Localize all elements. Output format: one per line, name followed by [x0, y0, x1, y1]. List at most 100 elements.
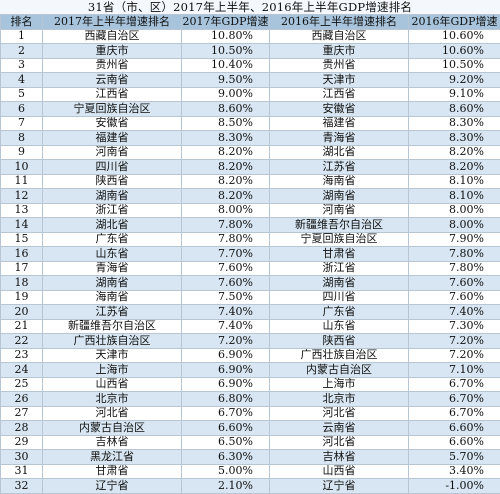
rank-cell: 20: [1, 305, 43, 320]
province-2016-cell: 河南省: [270, 203, 409, 218]
gdp-2017-cell: 8.20%: [182, 160, 270, 175]
gdp-2017-cell: 8.50%: [182, 116, 270, 131]
province-2016-cell: 山西省: [270, 464, 409, 479]
gdp-ranking-table: 排名 2017年上半年增速排名 2017年GDP增速 2016年上半年增速排名 …: [0, 14, 500, 494]
rank-cell: 14: [1, 218, 43, 233]
gdp-2016-cell: 6.60%: [409, 421, 500, 436]
rank-cell: 4: [1, 73, 43, 88]
rank-cell: 16: [1, 247, 43, 262]
province-2016-cell: 北京市: [270, 392, 409, 407]
gdp-2017-cell: 2.10%: [182, 479, 270, 494]
province-2017-cell: 福建省: [43, 131, 182, 146]
rank-cell: 3: [1, 58, 43, 73]
gdp-2017-cell: 8.20%: [182, 174, 270, 189]
province-2016-cell: 安徽省: [270, 102, 409, 117]
gdp-2016-cell: 8.30%: [409, 131, 500, 146]
gdp-2017-cell: 6.70%: [182, 406, 270, 421]
province-2017-cell: 黑龙江省: [43, 450, 182, 465]
gdp-2017-cell: 7.80%: [182, 218, 270, 233]
province-2017-cell: 内蒙古自治区: [43, 421, 182, 436]
gdp-2016-cell: 6.70%: [409, 377, 500, 392]
province-2016-cell: 天津市: [270, 73, 409, 88]
province-2017-cell: 四川省: [43, 160, 182, 175]
province-2016-cell: 浙江省: [270, 261, 409, 276]
gdp-2017-cell: 7.70%: [182, 247, 270, 262]
rank-cell: 11: [1, 174, 43, 189]
gdp-2016-cell: 7.20%: [409, 348, 500, 363]
gdp-2017-cell: 8.60%: [182, 102, 270, 117]
gdp-2016-cell: 7.60%: [409, 276, 500, 291]
gdp-2017-cell: 6.60%: [182, 421, 270, 436]
province-2017-cell: 湖南省: [43, 189, 182, 204]
rank-cell: 5: [1, 87, 43, 102]
gdp-2017-cell: 8.20%: [182, 189, 270, 204]
rank-cell: 15: [1, 232, 43, 247]
rank-cell: 31: [1, 464, 43, 479]
gdp-2017-cell: 7.40%: [182, 319, 270, 334]
province-2017-cell: 宁夏回族自治区: [43, 102, 182, 117]
gdp-2016-cell: 7.80%: [409, 261, 500, 276]
gdp-2016-cell: 10.60%: [409, 44, 500, 59]
gdp-2017-cell: 7.60%: [182, 261, 270, 276]
province-2016-cell: 福建省: [270, 116, 409, 131]
gdp-2017-cell: 6.90%: [182, 348, 270, 363]
province-2016-cell: 内蒙古自治区: [270, 363, 409, 378]
header-2017-ranking: 2017年上半年增速排名: [43, 15, 182, 30]
province-2016-cell: 江苏省: [270, 160, 409, 175]
gdp-2016-cell: 7.80%: [409, 247, 500, 262]
province-2017-cell: 贵州省: [43, 58, 182, 73]
gdp-2017-cell: 6.50%: [182, 435, 270, 450]
province-2017-cell: 北京市: [43, 392, 182, 407]
gdp-2016-cell: -1.00%: [409, 479, 500, 494]
rank-cell: 8: [1, 131, 43, 146]
province-2017-cell: 广西壮族自治区: [43, 334, 182, 349]
province-2016-cell: 湖南省: [270, 189, 409, 204]
table-title: 31省（市、区）2017年上半年、2016年上半年GDP增速排名: [0, 0, 500, 14]
rank-cell: 6: [1, 102, 43, 117]
rank-cell: 19: [1, 290, 43, 305]
gdp-2017-cell: 6.80%: [182, 392, 270, 407]
rank-cell: 29: [1, 435, 43, 450]
gdp-2017-cell: 6.30%: [182, 450, 270, 465]
rank-cell: 24: [1, 363, 43, 378]
province-2016-cell: 湖南省: [270, 276, 409, 291]
gdp-2016-cell: 8.20%: [409, 160, 500, 175]
rank-cell: 32: [1, 479, 43, 494]
province-2016-cell: 青海省: [270, 131, 409, 146]
spreadsheet: 31省（市、区）2017年上半年、2016年上半年GDP增速排名 排名 2017…: [0, 0, 500, 434]
province-2017-cell: 河南省: [43, 145, 182, 160]
gdp-2017-cell: 7.40%: [182, 305, 270, 320]
province-2016-cell: 西藏自治区: [270, 29, 409, 44]
province-2017-cell: 山西省: [43, 377, 182, 392]
gdp-2017-cell: 10.40%: [182, 58, 270, 73]
gdp-2017-cell: 10.80%: [182, 29, 270, 44]
gdp-2016-cell: 8.20%: [409, 145, 500, 160]
province-2016-cell: 宁夏回族自治区: [270, 232, 409, 247]
gdp-2016-cell: 7.90%: [409, 232, 500, 247]
gdp-2016-cell: 7.60%: [409, 290, 500, 305]
rank-cell: 27: [1, 406, 43, 421]
gdp-2017-cell: 6.90%: [182, 377, 270, 392]
province-2017-cell: 安徽省: [43, 116, 182, 131]
gdp-2016-cell: 7.30%: [409, 319, 500, 334]
rank-cell: 30: [1, 450, 43, 465]
gdp-2017-cell: 10.50%: [182, 44, 270, 59]
